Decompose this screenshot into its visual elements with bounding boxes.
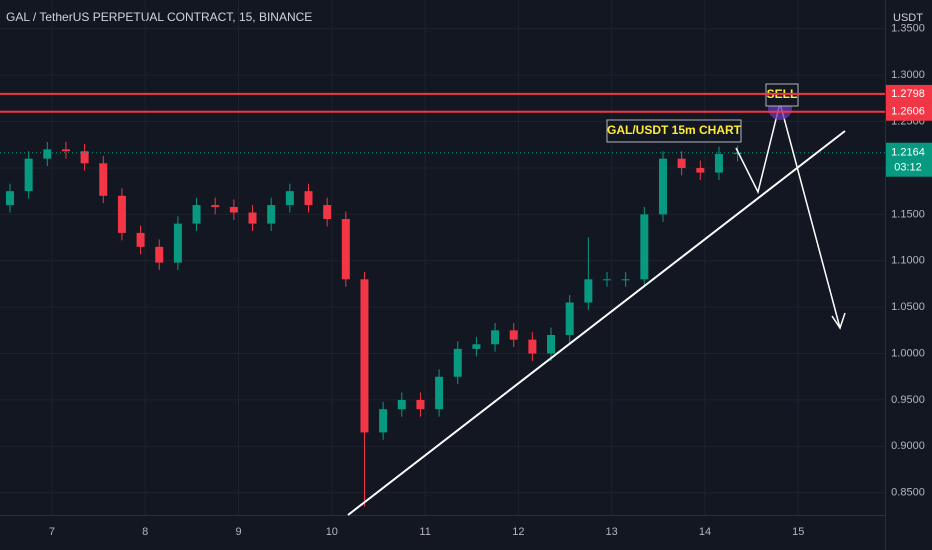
note-label: GAL/USDT 15m CHART <box>607 123 742 137</box>
y-tick-label: 1.1500 <box>891 208 925 220</box>
candle-body <box>565 302 574 335</box>
candle-body <box>658 158 667 215</box>
candle-body <box>99 163 108 196</box>
candle-body <box>43 149 52 159</box>
x-tick-label: 12 <box>512 526 524 538</box>
candle-body <box>136 232 145 247</box>
candle-body <box>584 279 593 303</box>
candle-body <box>173 223 182 263</box>
level-label: 1.2606 <box>891 106 925 118</box>
candle-body <box>696 167 705 173</box>
x-tick-label: 10 <box>326 526 338 538</box>
candle-body <box>24 158 33 192</box>
y-tick-label: 1.3500 <box>891 23 925 35</box>
chart-title: GAL / TetherUS PERPETUAL CONTRACT, 15, B… <box>6 10 312 24</box>
last-price-tag <box>886 142 932 177</box>
candle-body <box>267 205 276 224</box>
projection-arrow <box>735 102 841 329</box>
level-tag <box>886 84 932 103</box>
candle-body <box>248 212 257 224</box>
candle-body <box>379 409 388 433</box>
y-tick-label: 1.1000 <box>891 255 925 267</box>
x-tick-label: 14 <box>699 526 711 538</box>
x-tick-label: 15 <box>792 526 804 538</box>
candle-body <box>453 348 462 377</box>
candle-body <box>192 205 201 224</box>
candle-body <box>304 191 313 206</box>
currency-label: USDT <box>893 12 923 24</box>
x-tick-label: 11 <box>419 526 430 538</box>
y-tick-label: 1.3000 <box>891 69 925 81</box>
candle-body <box>323 205 332 219</box>
candle-body <box>714 154 723 173</box>
candle-body <box>509 330 518 340</box>
candle-body <box>285 191 294 206</box>
note-box <box>606 119 742 143</box>
y-tick-label: 0.9000 <box>891 440 925 452</box>
candle-body <box>435 376 444 410</box>
y-tick-label: 0.8500 <box>891 487 925 499</box>
candle-body <box>360 279 369 433</box>
candle-body <box>603 279 612 281</box>
x-tick-label: 13 <box>606 526 618 538</box>
y-tick-label: 1.0000 <box>891 347 925 359</box>
sell-box <box>765 83 799 107</box>
arrow-head <box>831 312 846 330</box>
candle-body <box>5 191 14 206</box>
candle-body <box>547 334 556 354</box>
candle-body <box>640 214 649 280</box>
candle-body <box>677 158 686 168</box>
x-tick-label: 7 <box>49 526 55 538</box>
candle-body <box>621 279 630 281</box>
candle-body <box>117 195 126 233</box>
candle-body <box>397 399 406 410</box>
countdown-label: 03:12 <box>894 162 922 174</box>
candle-body <box>211 205 220 207</box>
candle-body <box>341 218 350 280</box>
candle-body <box>61 149 70 152</box>
candle-body <box>491 330 500 345</box>
y-tick-label: 1.0500 <box>891 301 925 313</box>
level-tag <box>886 102 932 121</box>
candle-body <box>229 206 238 213</box>
candle-body <box>416 399 425 410</box>
x-tick-label: 8 <box>142 526 148 538</box>
candle-body <box>80 151 89 164</box>
x-tick-label: 9 <box>235 526 241 538</box>
candle-body <box>472 344 481 349</box>
trendline <box>347 130 846 516</box>
last-price-label: 1.2164 <box>891 147 925 159</box>
y-tick-label: 0.9500 <box>891 394 925 406</box>
candle-body <box>733 152 742 155</box>
level-label: 1.2798 <box>891 88 925 100</box>
candle-body <box>155 246 164 263</box>
candle-body <box>528 339 537 354</box>
